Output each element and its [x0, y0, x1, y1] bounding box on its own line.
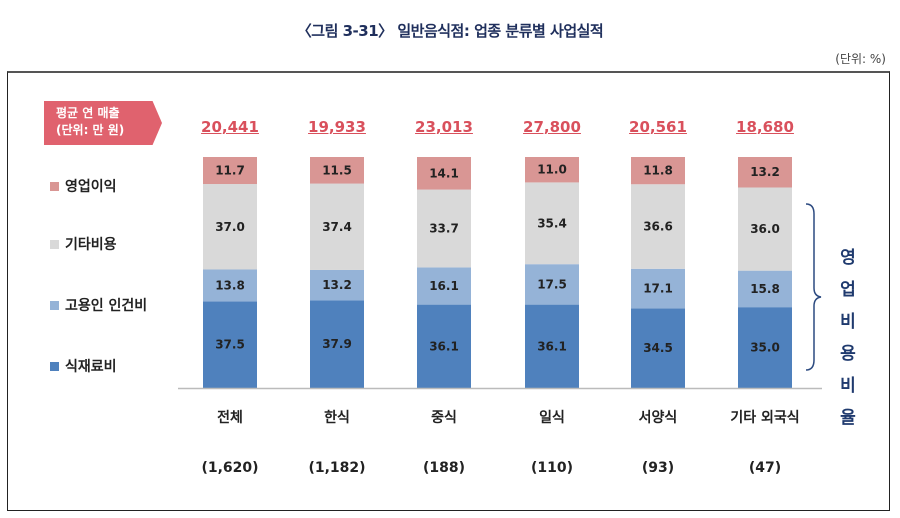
bar-labor	[310, 269, 364, 301]
legend-swatch	[50, 181, 59, 191]
chart-frame	[7, 71, 890, 511]
legend-swatch	[50, 239, 59, 249]
bar-profit	[203, 157, 257, 185]
legend-label: 고용인 인건비	[65, 298, 148, 314]
category-label: 서양식	[638, 410, 678, 426]
count-label: (93)	[641, 460, 675, 476]
brace-label-line: 비용	[840, 312, 856, 364]
legend-item-profit: 영업이익	[50, 176, 117, 196]
revenue-value: 20,561	[629, 118, 687, 136]
legend-item-labor: 고용인 인건비	[50, 295, 147, 315]
data-label: 11.0	[537, 163, 567, 177]
bar-labor	[525, 264, 579, 305]
data-label: 34.5	[643, 341, 673, 355]
bar-food	[203, 301, 257, 388]
bar-other	[310, 183, 364, 270]
bar-profit	[310, 157, 364, 184]
legend-label: 식재료비	[65, 359, 117, 375]
data-label: 17.5	[537, 277, 567, 291]
legend-swatch	[50, 300, 59, 310]
data-label: 15.8	[750, 282, 780, 296]
category-label: 중식	[431, 410, 457, 426]
data-label: 37.9	[322, 337, 352, 351]
data-label: 37.5	[215, 338, 245, 352]
bar-profit	[631, 157, 685, 185]
count-label: (188)	[422, 460, 466, 476]
data-label: 11.7	[215, 164, 245, 178]
bar-other	[738, 187, 792, 271]
bar-profit	[525, 157, 579, 183]
bar-food	[738, 307, 792, 388]
bar-labor	[738, 270, 792, 308]
revenue-badge-line2: (단위: 만 원)	[56, 123, 125, 137]
bar-other	[631, 184, 685, 269]
revenue-value: 18,680	[736, 118, 794, 136]
revenue-badge-line1: 평균 연 매출	[56, 106, 120, 120]
data-label: 35.0	[750, 341, 780, 355]
data-label: 36.1	[537, 339, 567, 353]
data-label: 17.1	[643, 282, 673, 296]
count-label: (1,182)	[308, 460, 366, 476]
revenue-value: 27,800	[523, 118, 581, 136]
unit-note: (단위: %)	[835, 52, 886, 66]
bar-food	[525, 304, 579, 388]
bar-labor	[417, 267, 471, 305]
bar-profit	[738, 157, 792, 188]
brace-label-line: 영업	[840, 248, 856, 300]
data-label: 36.6	[643, 220, 673, 234]
count-label: (47)	[748, 460, 782, 476]
bar-labor	[631, 268, 685, 309]
brace-label-line: 비율	[840, 376, 856, 428]
revenue-value: 20,441	[201, 118, 259, 136]
data-label: 14.1	[429, 166, 459, 180]
category-label: 일식	[539, 410, 565, 426]
count-label: (1,620)	[201, 460, 259, 476]
data-label: 36.1	[429, 339, 459, 353]
legend-swatch	[50, 361, 59, 371]
category-label: 한식	[324, 410, 350, 426]
legend-item-food: 식재료비	[50, 356, 117, 376]
data-label: 13.2	[322, 278, 352, 292]
data-label: 11.8	[643, 164, 673, 178]
data-label: 36.0	[750, 222, 780, 236]
brace-icon	[805, 203, 822, 371]
bar-labor	[203, 269, 257, 302]
data-label: 13.2	[750, 165, 780, 179]
bar-other	[417, 189, 471, 268]
data-label: 35.4	[537, 216, 567, 230]
category-label: 기타 외국식	[730, 410, 800, 426]
bar-food	[417, 304, 471, 388]
bar-profit	[417, 157, 471, 190]
data-label: 16.1	[429, 279, 459, 293]
data-label: 37.0	[215, 220, 245, 234]
data-label: 13.8	[215, 278, 245, 292]
legend-item-other: 기타비용	[50, 234, 117, 254]
data-label: 33.7	[429, 221, 459, 235]
revenue-badge: 평균 연 매출 (단위: 만 원)	[44, 101, 162, 145]
brace-label: 영업 비용 비율	[833, 242, 863, 434]
data-label: 11.5	[322, 163, 352, 177]
category-label: 전체	[217, 410, 243, 426]
legend-label: 기타비용	[65, 237, 117, 253]
bar-food	[631, 308, 685, 388]
legend-label: 영업이익	[65, 179, 117, 195]
revenue-value: 19,933	[308, 118, 366, 136]
bar-other	[525, 182, 579, 265]
revenue-value: 23,013	[415, 118, 473, 136]
bar-food	[310, 300, 364, 388]
data-label: 37.4	[322, 220, 352, 234]
figure-title: 〈그림 3-31〉 일반음식점: 업종 분류별 사업실적	[296, 22, 604, 40]
count-label: (110)	[530, 460, 574, 476]
bar-other	[203, 184, 257, 270]
